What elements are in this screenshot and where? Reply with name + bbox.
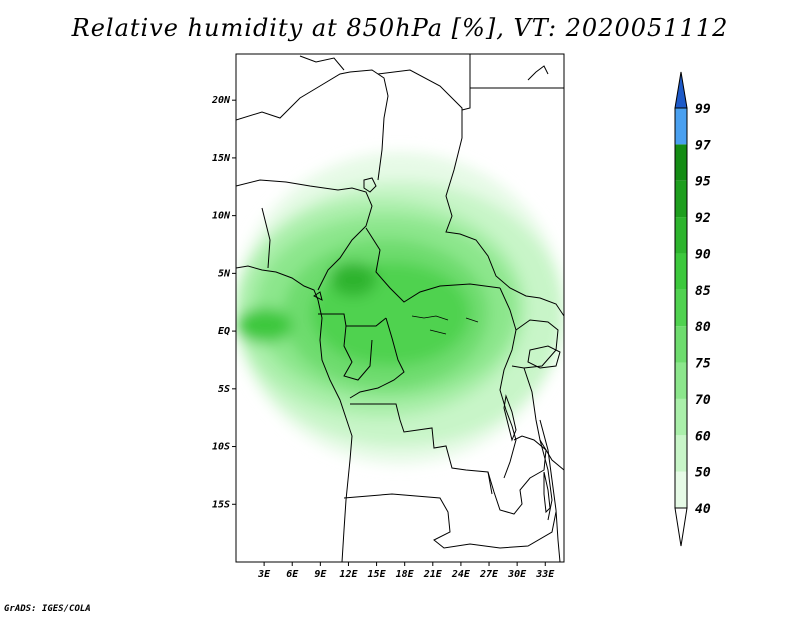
border-uganda-kenya [511, 319, 559, 369]
lake-volta [313, 291, 323, 301]
lake-malawi [543, 471, 551, 514]
lon-tick-label: 3E [257, 569, 271, 580]
longitude-axis: 3E 6E 9E 12E 15E 18E 21E 24E 27E 30E 33E [257, 562, 555, 580]
colorbar-label: 95 [695, 175, 711, 190]
grads-credit: GrADS: IGES/COLA [4, 604, 91, 614]
lat-tick-label: 5S [218, 384, 230, 395]
colorbar-label: 50 [695, 466, 711, 481]
country-borders [236, 54, 564, 562]
colorbar-segment [675, 362, 687, 399]
colorbar-segment [675, 217, 687, 254]
border-niger-nigeria [261, 207, 271, 269]
colorbar-segment [675, 289, 687, 327]
humidity-shapes [236, 152, 564, 464]
border-nigeria-cameroon [236, 179, 373, 291]
colorbar-label: 99 [695, 102, 711, 117]
lon-tick-label: 15E [368, 569, 387, 580]
lon-tick-label: 21E [423, 569, 443, 580]
lat-tick-label: 15S [212, 499, 230, 510]
lake-tanganyika [503, 394, 517, 442]
border-north-2 [299, 55, 345, 71]
lake-victoria [527, 345, 561, 369]
map-frame [235, 53, 565, 563]
colorbar-segment [675, 435, 687, 472]
lat-tick-label: 10S [212, 442, 230, 453]
border-chad-sudan [377, 69, 564, 317]
border-angola-south [343, 493, 557, 549]
border-tanzania [523, 367, 564, 471]
border-libya-egypt [461, 54, 471, 111]
colorbar-label: 70 [695, 393, 711, 408]
colorbar-label: 80 [695, 320, 711, 335]
lake-chad [363, 177, 377, 193]
humid-region-6 [236, 308, 293, 343]
humidity-field [236, 54, 564, 562]
lat-tick-label: 10N [212, 211, 231, 222]
lat-tick-label: 5N [218, 268, 231, 279]
humid-region-7 [329, 261, 377, 297]
lon-tick-label: 24E [451, 569, 471, 580]
colorbar-label: 90 [695, 247, 711, 262]
colorbar-segment [675, 180, 687, 218]
colorbar-label: 75 [695, 357, 711, 372]
coastline-east-africa [539, 419, 561, 562]
border-car [365, 227, 501, 303]
lat-tick-label: 20N [211, 95, 231, 106]
lon-tick-label: 18E [396, 569, 415, 580]
colorbar-label: 92 [695, 211, 711, 226]
border-north-1 [236, 69, 389, 181]
colorbar-segment [675, 326, 687, 363]
border-gabon-congo [343, 325, 373, 381]
colorbar-label: 60 [695, 429, 711, 444]
colorbar-segment [675, 471, 687, 508]
colorbar-label: 97 [695, 138, 711, 153]
colorbar-segment [675, 144, 687, 181]
lon-tick-label: 12E [339, 569, 358, 580]
colorbar: 40 50 60 70 75 80 85 90 92 95 97 99 [674, 71, 711, 547]
border-malawi [539, 439, 553, 521]
coastline-west-africa [236, 265, 353, 562]
lat-tick-label: EQ [218, 326, 230, 337]
lon-tick-label: 9E [314, 569, 327, 580]
colorbar-frame [674, 107, 688, 509]
lon-tick-label: 30E [507, 569, 527, 580]
colorbar-below-triangle [674, 507, 688, 547]
lon-tick-label: 27E [479, 569, 499, 580]
colorbar-label: 40 [695, 502, 711, 517]
lon-tick-label: 6E [286, 569, 299, 580]
border-congo-drc [349, 317, 405, 399]
latitude-axis: 20N 15N 10N 5N EQ 5S 10S 15S [211, 95, 236, 510]
border-great-lakes [499, 287, 517, 479]
chart-title: Relative humidity at 850hPa [%], VT: 202… [71, 14, 729, 42]
northeast-coast [527, 65, 549, 81]
lat-tick-label: 15N [212, 153, 231, 164]
colorbar-above-triangle [674, 71, 688, 109]
colorbar-segment [675, 398, 687, 436]
lon-tick-label: 33E [535, 569, 555, 580]
river-congo [411, 315, 479, 335]
colorbar-segment [675, 253, 687, 290]
colorbar-segment [675, 108, 687, 145]
border-angola-drc [350, 403, 493, 495]
border-zambia-east [487, 435, 547, 515]
colorbar-label: 85 [695, 284, 711, 299]
